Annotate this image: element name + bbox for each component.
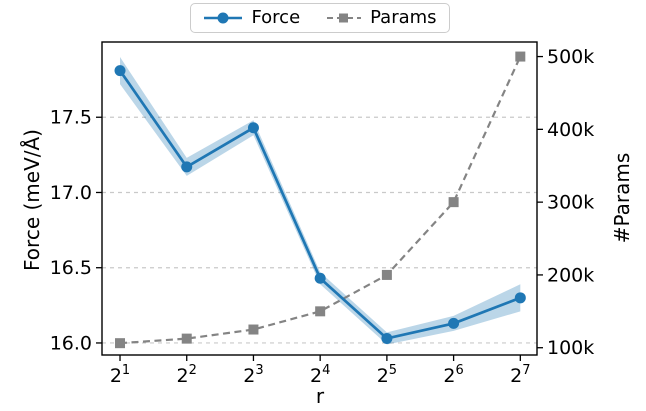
legend-item-params: Params (326, 7, 437, 28)
x-tick-label: 21 (110, 363, 130, 387)
params-marker (115, 338, 126, 349)
legend-label-force: Force (251, 7, 301, 28)
legend: Force Params (190, 3, 450, 33)
force-marker (181, 161, 193, 173)
force-confidence-band (120, 57, 521, 345)
force-legend-marker (204, 12, 243, 24)
y-right-tick-label: 200k (547, 264, 594, 286)
legend-circle-force (217, 12, 229, 24)
x-tick-label: 22 (177, 363, 197, 387)
params-marker (515, 51, 526, 62)
params-marker (448, 197, 459, 208)
x-tick-label: 23 (243, 363, 263, 387)
legend-square-params (339, 13, 349, 23)
force-marker (247, 122, 259, 134)
force-marker (514, 292, 526, 304)
y-left-tick-label: 16.5 (50, 257, 92, 279)
params-marker (181, 333, 192, 344)
y-right-tick-label: 400k (547, 119, 594, 141)
x-tick-label: 25 (377, 363, 397, 387)
legend-label-params: Params (370, 7, 437, 28)
legend-item-force: Force (203, 9, 300, 27)
params-legend-marker (327, 13, 362, 23)
plot-border (101, 41, 538, 356)
force-line (118, 69, 521, 340)
y-right-tick-label: 300k (547, 192, 594, 214)
y-axis-label-right: #Params (610, 152, 634, 244)
force-marker (381, 332, 393, 344)
y-left-tick-label: 17.5 (50, 107, 92, 129)
params-marker (315, 306, 326, 317)
y-left-tick-label: 17.0 (50, 182, 92, 204)
params-marker (248, 324, 259, 335)
x-axis-label: r (315, 384, 325, 408)
y-right-tick-label: 500k (547, 46, 594, 68)
y-right-tick-label: 100k (547, 337, 594, 359)
force-marker (448, 317, 460, 329)
params-marker (381, 269, 392, 280)
y-axis-label-left: Force (meV/Å) (20, 129, 44, 271)
x-tick-label: 27 (510, 363, 530, 387)
x-tick-label: 26 (443, 363, 463, 387)
y-left-tick-label: 16.0 (50, 332, 92, 354)
force-marker (114, 65, 126, 77)
force-marker (314, 272, 326, 284)
params-line (119, 56, 522, 345)
